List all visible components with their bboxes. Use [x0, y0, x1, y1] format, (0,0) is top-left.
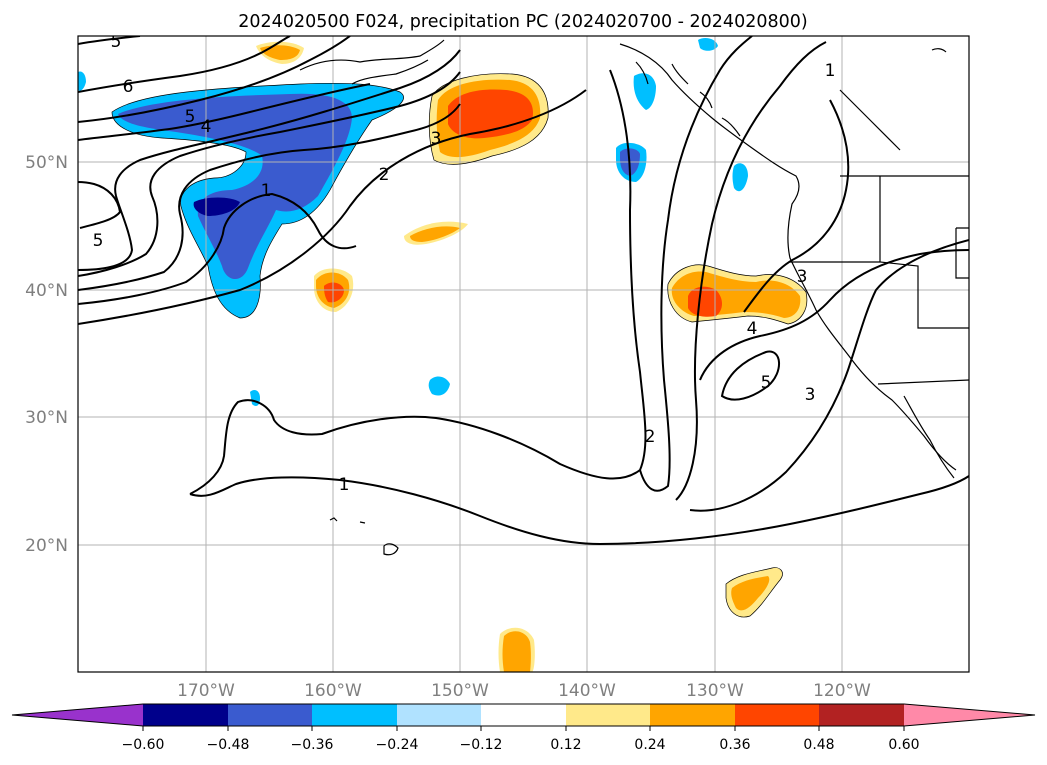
lon-label: 120°W — [813, 681, 871, 701]
map-frame — [77, 35, 970, 673]
contour-label: 5 — [185, 107, 196, 127]
contour-label: 1 — [261, 181, 272, 201]
lon-label: 150°W — [431, 681, 489, 701]
colorbar-bin — [650, 704, 735, 726]
contour-label: 5 — [93, 231, 104, 251]
colorbar-tick-label: 0.36 — [719, 737, 750, 753]
contour-label: 3 — [431, 129, 442, 149]
lon-label: 140°W — [558, 681, 616, 701]
contour-label: 1 — [339, 475, 350, 495]
colorbar-tick-label: −0.36 — [291, 737, 334, 753]
lat-label: 40°N — [25, 281, 68, 301]
colorbar-bin — [735, 704, 819, 726]
colorbar-bin — [143, 704, 228, 726]
colorbar-bin — [819, 704, 904, 726]
contour-label: 4 — [747, 319, 758, 339]
coastlines — [299, 39, 969, 556]
colorbar-ticks — [142, 726, 905, 731]
longitude-labels: 170°W 160°W 150°W 140°W 130°W 120°W — [177, 681, 871, 701]
colorbar-bin — [312, 704, 397, 726]
lat-label: 30°N — [25, 408, 68, 428]
contour-label: 1 — [825, 61, 836, 81]
contour-label: 5 — [761, 373, 772, 393]
colorbar-tick-label: 0.24 — [634, 737, 665, 753]
colorbar-tick-label: −0.12 — [460, 737, 503, 753]
map-area: 5 6 5 4 1 5 3 2 1 3 4 5 3 2 1 — [78, 32, 969, 672]
colorbar-tick-label: 0.60 — [888, 737, 919, 753]
contour-label: 2 — [645, 427, 656, 447]
contour-label: 6 — [123, 77, 134, 97]
colorbar-bin — [481, 704, 566, 726]
contour-label: 2 — [379, 165, 390, 185]
colorbar-bin — [566, 704, 650, 726]
contour-label: 3 — [797, 267, 808, 287]
colorbar-tick-label: 0.48 — [803, 737, 834, 753]
map-title: 2024020500 F024, precipitation PC (20240… — [238, 12, 807, 32]
colorbar-tick-label: −0.60 — [122, 737, 165, 753]
colorbar-bin — [228, 704, 312, 726]
contour-labels: 5 6 5 4 1 5 3 2 1 3 4 5 3 2 1 — [93, 32, 836, 495]
lat-label: 20°N — [25, 536, 68, 556]
precip-contours — [78, 36, 969, 546]
lat-label: 50°N — [25, 153, 68, 173]
contour-label: 3 — [805, 385, 816, 405]
colorbar-tick-label: 0.12 — [550, 737, 581, 753]
colorbar-tick-label: −0.48 — [207, 737, 250, 753]
contour-label: 5 — [111, 32, 122, 52]
lon-label: 170°W — [177, 681, 235, 701]
lon-label: 130°W — [686, 681, 744, 701]
colorbar-bin — [397, 704, 481, 726]
latitude-labels: 50°N 40°N 30°N 20°N — [25, 153, 68, 556]
lon-label: 160°W — [304, 681, 362, 701]
anomaly-outlines — [111, 73, 808, 618]
colorbar-tick-label: −0.24 — [376, 737, 419, 753]
colorbar-max-extension — [904, 704, 1035, 726]
colorbar-min-extension — [12, 704, 143, 726]
contour-label: 4 — [201, 117, 212, 137]
colorbar: −0.60 −0.48 −0.36 −0.24 −0.12 0.12 0.24 … — [11, 703, 1036, 753]
